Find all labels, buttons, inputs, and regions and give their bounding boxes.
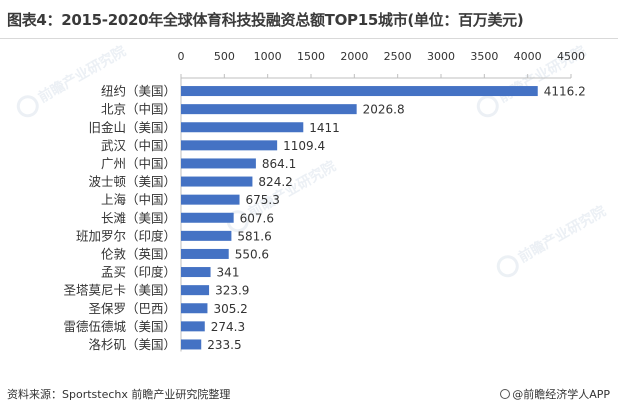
x-tick-label: 3500 — [470, 50, 498, 63]
bar — [181, 104, 357, 115]
bar — [181, 140, 278, 151]
x-tick-label: 500 — [214, 50, 235, 63]
category-label: 班加罗尔（印度） — [76, 228, 176, 243]
x-tick-label: 0 — [178, 50, 185, 63]
data-label: 675.3 — [246, 193, 280, 207]
bar — [181, 158, 256, 169]
category-label: 圣保罗（巴西） — [88, 301, 176, 316]
bar — [181, 321, 205, 332]
chart-title: 图表4：2015-2020年全球体育科技投融资总额TOP15城市(单位：百万美元… — [7, 11, 524, 29]
data-label: 550.6 — [235, 247, 269, 261]
x-tick-label: 2000 — [340, 50, 368, 63]
category-label: 孟买（印度） — [101, 265, 176, 280]
category-label: 上海（中国） — [101, 192, 176, 207]
data-label: 323.9 — [215, 284, 249, 298]
data-label: 607.6 — [240, 211, 274, 225]
bar — [181, 339, 202, 350]
data-label: 305.2 — [213, 302, 247, 316]
data-label: 1109.4 — [283, 139, 325, 153]
brand-credit: @前瞻经济学人APP — [500, 386, 610, 402]
bar — [181, 194, 240, 205]
data-label: 2026.8 — [363, 103, 405, 117]
bar — [181, 248, 229, 259]
x-tick-label: 1500 — [297, 50, 325, 63]
category-label: 洛杉矶（美国） — [88, 337, 176, 352]
category-label: 武汉（中国） — [101, 138, 176, 153]
bar-chart: 0 500 1000 1500 2000 2500 3000 3500 4000 4500 纽约（美… — [63, 50, 586, 352]
category-label: 伦敦（英国） — [101, 246, 176, 261]
data-label: 824.2 — [258, 175, 292, 189]
data-label: 274.3 — [211, 320, 245, 334]
data-label: 1411 — [309, 121, 340, 135]
data-label: 864.1 — [262, 157, 296, 171]
bar — [181, 230, 232, 241]
bar — [181, 285, 210, 296]
bar — [181, 86, 538, 97]
bar — [181, 303, 208, 314]
x-tick-label: 1000 — [254, 50, 282, 63]
bar — [181, 267, 211, 278]
x-tick-label: 4500 — [557, 50, 585, 63]
category-label: 旧金山（美国） — [88, 120, 176, 135]
data-label: 4116.2 — [544, 85, 586, 99]
bar — [181, 212, 234, 223]
category-label: 圣塔莫尼卡（美国） — [63, 283, 176, 298]
category-label: 广州（中国） — [101, 156, 176, 171]
brand-logo-icon — [500, 389, 511, 399]
category-label: 北京（中国） — [101, 102, 176, 117]
category-label: 纽约（美国） — [101, 84, 176, 99]
source-note: 资料来源：Sportstechx 前瞻产业研究院整理 — [7, 388, 231, 401]
title-divider — [0, 38, 618, 39]
category-label: 波士顿（美国） — [88, 174, 176, 189]
x-tick-label: 4000 — [514, 50, 542, 63]
bar — [181, 122, 304, 133]
data-label: 581.6 — [237, 229, 271, 243]
title-bar: 图表4：2015-2020年全球体育科技投融资总额TOP15城市(单位：百万美元… — [0, 0, 618, 40]
category-label: 雷德伍德城（美国） — [63, 319, 176, 334]
x-tick-label: 2500 — [384, 50, 412, 63]
brand-text: @前瞻经济学人APP — [512, 388, 610, 401]
bar — [181, 176, 253, 187]
data-label: 341 — [217, 266, 240, 280]
category-label: 长滩（美国） — [101, 210, 176, 225]
data-label: 233.5 — [207, 338, 241, 352]
x-tick-label: 3000 — [427, 50, 455, 63]
